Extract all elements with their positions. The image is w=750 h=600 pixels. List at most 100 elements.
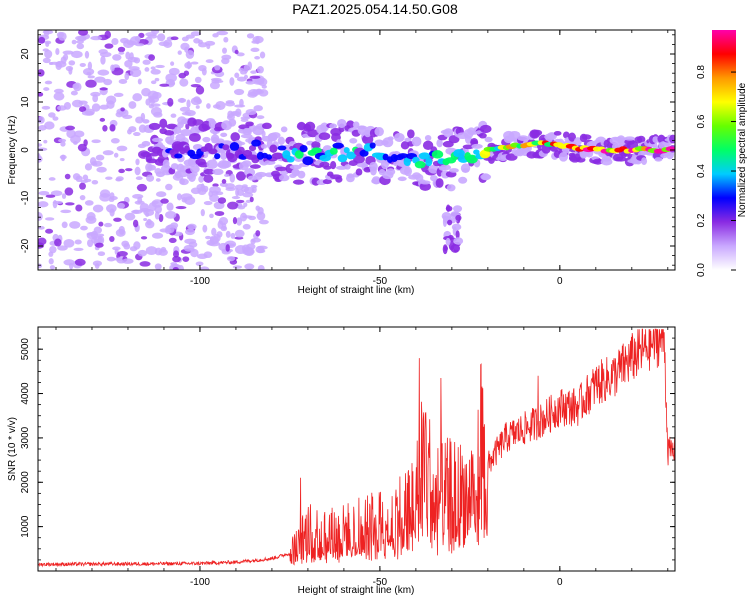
spectrogram-cell — [397, 153, 409, 159]
spectrogram-cell — [190, 61, 199, 65]
spectrogram-cell — [443, 128, 454, 138]
spectrogram-cell — [64, 187, 74, 196]
spectrogram-cell — [178, 264, 184, 270]
spectrogram-cell — [228, 118, 237, 127]
spectrogram-cell — [253, 80, 265, 85]
spectrogram-cell — [48, 251, 54, 257]
spectrogram-cell — [403, 166, 412, 177]
spectrogram-cell — [445, 237, 451, 246]
spectrogram-cell — [212, 33, 219, 38]
spectrogram-cell — [224, 101, 236, 107]
spectrogram-cell — [187, 223, 197, 230]
spectrogram-cell — [255, 245, 265, 254]
spectrogram-cell — [91, 139, 101, 144]
spectrogram-cell — [142, 119, 150, 124]
spectrogram-cell — [109, 236, 115, 243]
spectrogram-cell — [669, 134, 675, 144]
spectrogram-cell — [56, 105, 67, 111]
spectrogram-cell — [275, 166, 288, 172]
snr-xtick-label: -50 — [373, 577, 388, 588]
spectrogram-cell — [197, 162, 210, 168]
spectrogram-cell — [100, 55, 106, 65]
spectrogram-cell — [60, 209, 72, 214]
spectrogram-cell — [332, 142, 344, 149]
spectrogram-cell — [216, 30, 229, 36]
spectrogram-cell — [386, 168, 396, 176]
spectrogram-cell — [371, 176, 381, 185]
spectrogram-cell — [116, 145, 128, 152]
spectrogram-cell — [455, 230, 460, 240]
spectrogram-cell — [61, 154, 66, 162]
spectrogram-cell — [38, 36, 46, 44]
spectrogram-cell — [369, 161, 378, 172]
spectrogram-cell — [337, 154, 348, 163]
spectrogram-cell — [144, 67, 150, 72]
spectrogram-cell — [654, 157, 663, 162]
spectrogram-cell — [53, 92, 65, 101]
spectrogram-cell — [70, 90, 78, 96]
spectrogram-cell — [568, 132, 576, 142]
spectrogram-cell — [462, 144, 475, 150]
spectrogram-cell — [170, 36, 179, 41]
spectrogram-cell — [198, 175, 205, 183]
spectrogram-cell — [553, 130, 562, 136]
spectrogram-cell — [109, 124, 116, 132]
spectrogram-cell — [42, 57, 51, 64]
spectrogram-cell — [139, 202, 150, 212]
spectrogram-cell — [103, 222, 113, 228]
spectrogram-cell — [48, 258, 54, 265]
snr-xtick-label: -100 — [190, 577, 210, 588]
spectrogram-cell — [38, 155, 43, 163]
spectrogram-cell — [141, 140, 151, 147]
spectrogram-cell — [573, 137, 582, 146]
spectrogram-cell — [58, 138, 67, 143]
spectrogram-cell — [252, 89, 264, 95]
spectrogram-cell — [38, 116, 45, 124]
spectrogram-cell — [150, 66, 156, 70]
spectrogram-cell — [397, 176, 407, 182]
spectrogram-cell — [177, 121, 184, 129]
spectrogram-cell — [165, 210, 177, 219]
spectrogram-cell — [123, 39, 135, 49]
snr-panel: -100 -50 0 1000 2000 3000 4000 5000 Height of s… — [7, 326, 676, 596]
spectrogram-cell — [242, 215, 253, 219]
spectrogram-cell — [322, 179, 332, 185]
spectrogram-cell — [99, 104, 109, 110]
spectrogram-cell — [181, 111, 192, 116]
spectrogram-cell — [118, 79, 128, 84]
snr-ytick-label: 1000 — [20, 515, 31, 538]
spectrogram-cell — [143, 217, 148, 222]
spectrogram-cell — [236, 52, 245, 57]
spectrogram-cell — [160, 198, 169, 204]
spectrogram-cell — [203, 251, 213, 259]
spectrogram-cell — [221, 160, 232, 169]
spectrogram-cell — [38, 212, 43, 221]
spectrogram-cell — [187, 157, 197, 168]
spectrogram-cell — [112, 54, 122, 61]
spectrogram-cell — [65, 202, 75, 206]
spectrogram-cell — [212, 168, 224, 176]
spectrogram-cell — [110, 64, 115, 72]
spectrogram-cell — [270, 132, 281, 139]
spectrogram-cell — [109, 192, 115, 200]
spectrogram-cell — [222, 47, 227, 54]
spectrogram-cell — [132, 93, 143, 102]
spectrogram-cell — [69, 221, 81, 229]
spectrogram-cell — [256, 115, 265, 120]
spectrogram-cell — [233, 88, 245, 96]
spectrogram-cell — [214, 153, 221, 160]
spectrogram-cell — [98, 221, 104, 227]
spectrogram-cell — [167, 97, 174, 107]
spectrogram-xlabel: Height of straight line (km) — [298, 285, 415, 296]
spectrogram-cell — [453, 149, 465, 158]
spectrogram-cell — [102, 124, 108, 132]
spectrogram-cell — [86, 212, 96, 221]
spectrogram-cell — [123, 243, 131, 250]
spectrogram-cell — [387, 136, 394, 141]
spectrogram-cell — [163, 130, 175, 136]
spectrogram-cell — [124, 72, 130, 81]
spectrogram-cell — [174, 153, 183, 159]
spectrogram-cell — [209, 194, 220, 203]
